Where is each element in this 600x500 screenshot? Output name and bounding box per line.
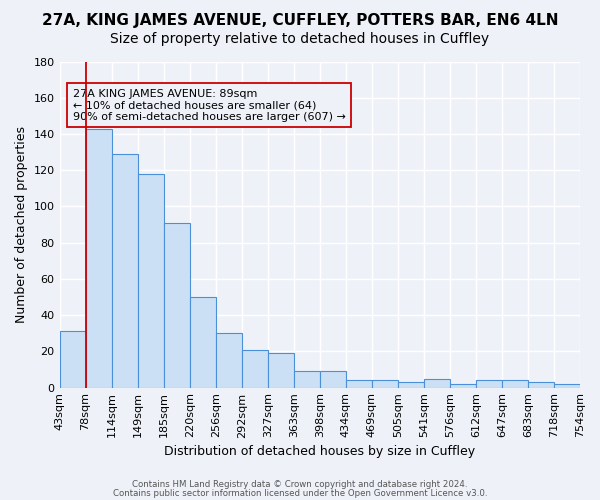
Text: Size of property relative to detached houses in Cuffley: Size of property relative to detached ho… (110, 32, 490, 46)
X-axis label: Distribution of detached houses by size in Cuffley: Distribution of detached houses by size … (164, 444, 475, 458)
Bar (215, 333, 242, 388)
Bar (528, 382, 554, 388)
Bar (86, 128, 112, 388)
Bar (398, 382, 424, 388)
Bar (450, 384, 476, 388)
Text: Contains public sector information licensed under the Open Government Licence v3: Contains public sector information licen… (113, 488, 487, 498)
Text: 27A KING JAMES AVENUE: 89sqm
← 10% of detached houses are smaller (64)
90% of se: 27A KING JAMES AVENUE: 89sqm ← 10% of de… (73, 88, 346, 122)
Bar (164, 222, 190, 388)
Bar (346, 380, 372, 388)
Text: 27A, KING JAMES AVENUE, CUFFLEY, POTTERS BAR, EN6 4LN: 27A, KING JAMES AVENUE, CUFFLEY, POTTERS… (42, 12, 558, 28)
Bar (268, 353, 294, 388)
Bar (190, 297, 215, 388)
Y-axis label: Number of detached properties: Number of detached properties (15, 126, 28, 323)
Bar (59, 332, 86, 388)
Bar (502, 380, 528, 388)
Bar (112, 154, 137, 388)
Bar (554, 384, 580, 388)
Bar (242, 350, 268, 388)
Bar (476, 380, 502, 388)
Bar (294, 372, 320, 388)
Text: Contains HM Land Registry data © Crown copyright and database right 2024.: Contains HM Land Registry data © Crown c… (132, 480, 468, 489)
Bar (424, 378, 450, 388)
Bar (320, 372, 346, 388)
Bar (372, 380, 398, 388)
Bar (137, 174, 164, 388)
